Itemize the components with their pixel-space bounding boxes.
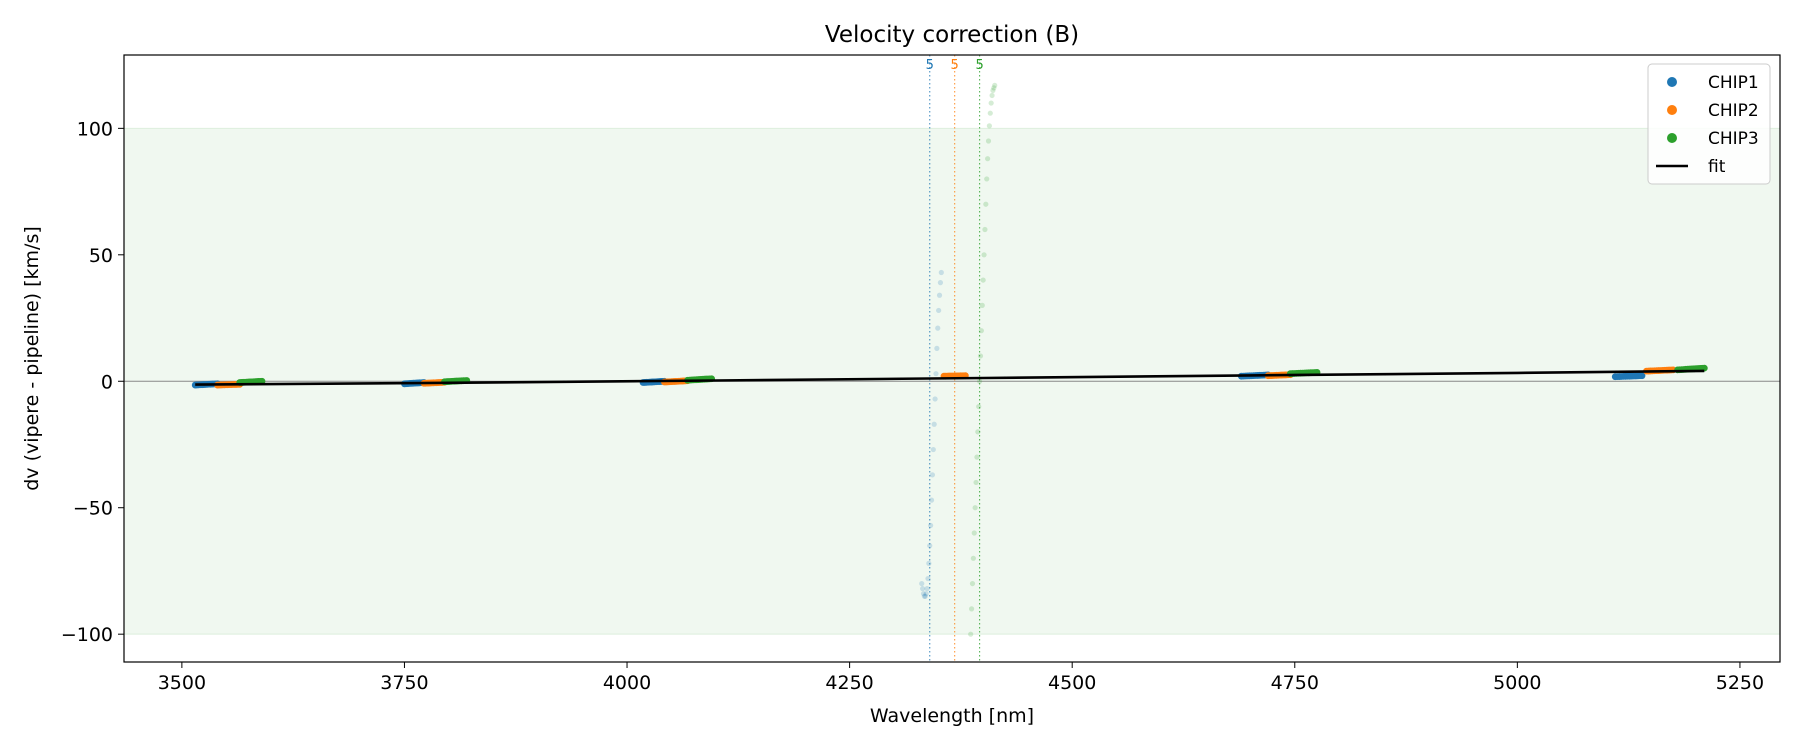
outlier-point (989, 92, 995, 99)
y-axis-label: dv (vipere - pipeline) [km/s] (21, 226, 43, 491)
outlier-point (923, 591, 929, 597)
legend-label: CHIP3 (1708, 129, 1759, 149)
y-tick-label: 0 (101, 371, 113, 393)
fit-line (195, 369, 1705, 386)
outlier-point (988, 100, 994, 106)
outlier-point (991, 85, 997, 91)
legend-marker (1667, 105, 1677, 115)
outlier-point (980, 277, 986, 283)
x-tick-label: 5250 (1716, 672, 1764, 694)
legend-label: CHIP2 (1708, 101, 1759, 121)
outlier-point (928, 522, 934, 529)
outlier-point (925, 575, 931, 582)
y-tick-label: 50 (89, 245, 113, 267)
x-axis-label: Wavelength [nm] (870, 705, 1034, 727)
outlier-point (935, 325, 941, 331)
y-tick-label: 100 (77, 118, 113, 140)
outlier-point (983, 201, 989, 207)
outlier-point (934, 345, 940, 351)
y-tick-label: −100 (61, 624, 113, 646)
outlier-point (933, 371, 939, 377)
legend-label: CHIP1 (1708, 73, 1759, 93)
x-tick-label: 5000 (1493, 672, 1541, 694)
plot-area (124, 55, 1780, 662)
outlier-point (979, 302, 985, 308)
outlier-point (968, 631, 974, 637)
outlier-point (975, 429, 981, 435)
outlier-point (978, 328, 984, 334)
outlier-point (926, 560, 932, 566)
outlier-point (927, 543, 933, 549)
outlier-point (974, 454, 980, 460)
outlier-point (976, 403, 982, 410)
outlier-point (936, 307, 942, 314)
outlier-point (981, 252, 987, 258)
outlier-point (932, 396, 938, 402)
outlier-point (919, 580, 925, 587)
outlier-point (977, 378, 983, 384)
axes-frame (123, 54, 1781, 663)
outlier-point (982, 226, 988, 233)
outlier-point (971, 530, 977, 536)
legend: CHIP1 CHIP2 CHIP3 fit (1647, 63, 1771, 185)
chart-title: Velocity correction (B) (825, 22, 1079, 48)
x-tick-label: 3750 (380, 672, 428, 694)
outlier-point (977, 353, 984, 359)
outlier-point (972, 505, 978, 511)
outlier-point (992, 82, 998, 88)
outlier-point (929, 472, 936, 478)
order-marker-label: 5 (926, 58, 934, 73)
outlier-point (931, 421, 937, 427)
outlier-point (924, 586, 930, 592)
outlier-point (985, 138, 992, 144)
outlier-point (984, 176, 990, 182)
y-tick-label: −50 (73, 498, 113, 520)
x-tick-label: 4500 (1048, 672, 1096, 694)
legend-marker (1667, 77, 1677, 87)
order-marker-label: 5 (975, 58, 983, 73)
outlier-point (968, 606, 975, 612)
outlier-point (920, 586, 926, 592)
order-marker-label: 5 (951, 58, 959, 73)
outlier-point (986, 123, 992, 129)
data-point (1638, 372, 1646, 380)
outlier-point (920, 591, 927, 597)
legend-box (1647, 63, 1771, 185)
outlier-point (969, 580, 976, 587)
legend-marker (1667, 133, 1677, 143)
outlier-point (985, 156, 991, 162)
x-tick-label: 3500 (158, 672, 206, 694)
outlier-point (987, 110, 993, 116)
outlier-point (930, 446, 936, 453)
outlier-point (938, 269, 944, 276)
outlier-point (990, 87, 996, 94)
x-tick-label: 4750 (1271, 672, 1319, 694)
x-tick-label: 4000 (603, 672, 651, 694)
outlier-point (970, 555, 976, 561)
outlier-point (936, 292, 943, 298)
outlier-point (928, 497, 935, 503)
legend-label: fit (1708, 157, 1726, 177)
axis-ticks: 5 5 5 3500 3750 4000 4250 4500 4750 5000 5250 −100 −… (61, 58, 1764, 694)
outlier-point (921, 593, 928, 599)
x-tick-label: 4250 (825, 672, 873, 694)
outlier-point (937, 280, 944, 286)
outlier-point (922, 593, 928, 599)
outlier-point (973, 479, 979, 486)
